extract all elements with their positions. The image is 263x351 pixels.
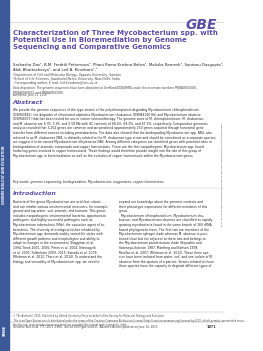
Text: Abstract: Abstract — [13, 100, 43, 105]
Text: We provide the genome sequences of the type strains of the polychlorophenol-degr: We provide the genome sequences of the t… — [13, 108, 216, 158]
Text: GBE: GBE — [185, 18, 217, 32]
Text: Key words: genome sequencing, biodegradation, Mycobacterium, oxygenases, copper : Key words: genome sequencing, biodegrada… — [13, 180, 164, 184]
Text: ¹Department of Cell and Molecular Biology, Uppsala University, Sweden: ¹Department of Cell and Molecular Biolog… — [13, 73, 121, 77]
Text: Accepted: June 11, 2015: Accepted: June 11, 2015 — [13, 93, 46, 97]
Text: © The Author(s) 2015. Published by Oxford University Press on behalf of the Soci: © The Author(s) 2015. Published by Oxfor… — [13, 314, 244, 327]
Text: Bacteria of the genus Mycobacterium are acid fast, robust,
and can inhabit vario: Bacteria of the genus Mycobacterium are … — [13, 200, 108, 264]
Text: ⁺Corresponding author. E-mail: leif.kirsebom@icm.uu.se: ⁺Corresponding author. E-mail: leif.kirs… — [13, 81, 98, 85]
Text: Sarbasho Das¹, B.M. Fredrik Pettersson¹, Phani Rama Krishna Behra¹, Malvika Rame: Sarbasho Das¹, B.M. Fredrik Pettersson¹,… — [13, 63, 223, 72]
Text: GENOME BIOLOGY AND EVOLUTION: GENOME BIOLOGY AND EVOLUTION — [2, 146, 6, 204]
Text: Characterization of Three Mycobacterium spp. with
Potential Use in Bioremediatio: Characterization of Three Mycobacterium … — [13, 30, 218, 50]
Text: ²School of Life Sciences, Jawaharlal Nehru University, New Delhi, India: ²School of Life Sciences, Jawaharlal Neh… — [13, 77, 119, 81]
Text: Introduction: Introduction — [13, 191, 57, 196]
Text: SMBE: SMBE — [2, 324, 6, 336]
Text: Genome Biol. Evol. 7(7):1871–1886.  doi:10.1093/gbe/evv111  Advance Access publi: Genome Biol. Evol. 7(7):1871–1886. doi:1… — [13, 325, 157, 329]
Text: 1871: 1871 — [207, 325, 217, 329]
Text: Downloaded from http://gbe.oxfordjournals.org/ at Uppsala universitetsbibliotek : Downloaded from http://gbe.oxfordjournal… — [220, 124, 222, 226]
Bar — [0, 0, 8, 351]
Text: Data deposition: The genome sequences have been deposited at GenBank/DDBJ/EMBL u: Data deposition: The genome sequences ha… — [13, 86, 197, 95]
Text: expand our knowledge about the genomic contents and
their phenotypic expressions: expand our knowledge about the genomic c… — [119, 200, 214, 269]
